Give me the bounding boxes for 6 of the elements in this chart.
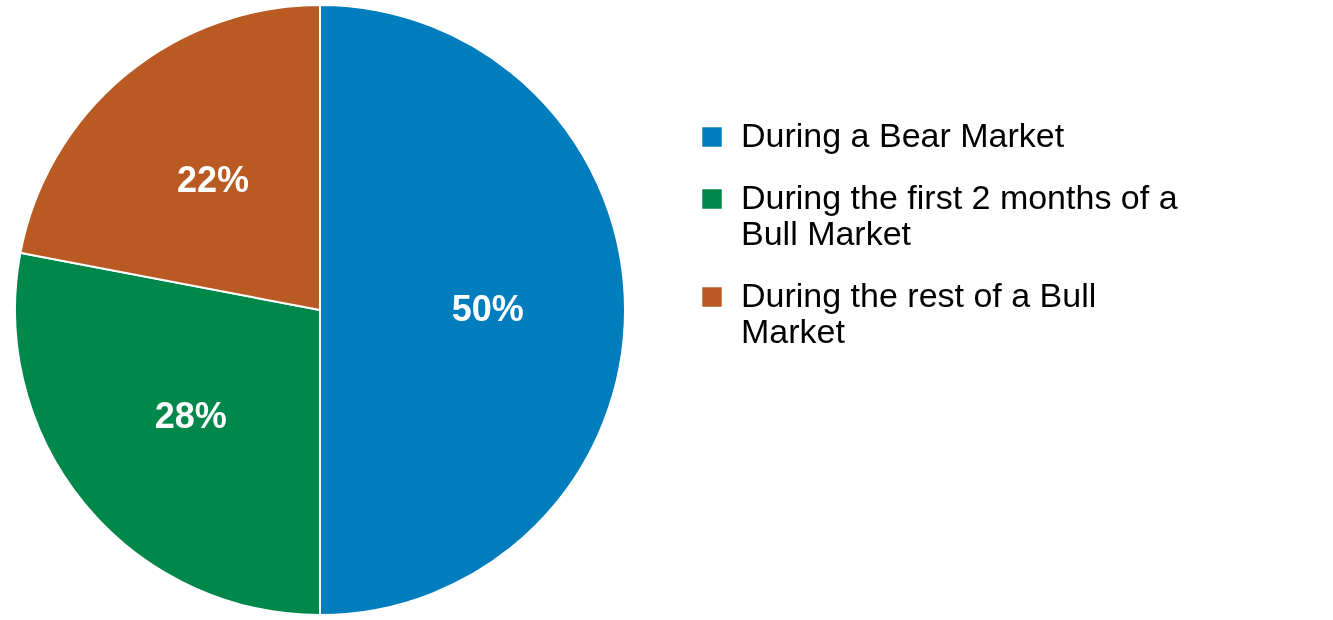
legend-label: During a Bear Market <box>741 116 1065 154</box>
data-label: 22% <box>177 158 250 200</box>
data-label: 50% <box>451 288 524 329</box>
data-label: 28% <box>154 394 227 436</box>
legend-label: During the rest of a Bull Market <box>741 276 1097 350</box>
legend-label: During the first 2 months of a Bull Market <box>741 178 1178 252</box>
